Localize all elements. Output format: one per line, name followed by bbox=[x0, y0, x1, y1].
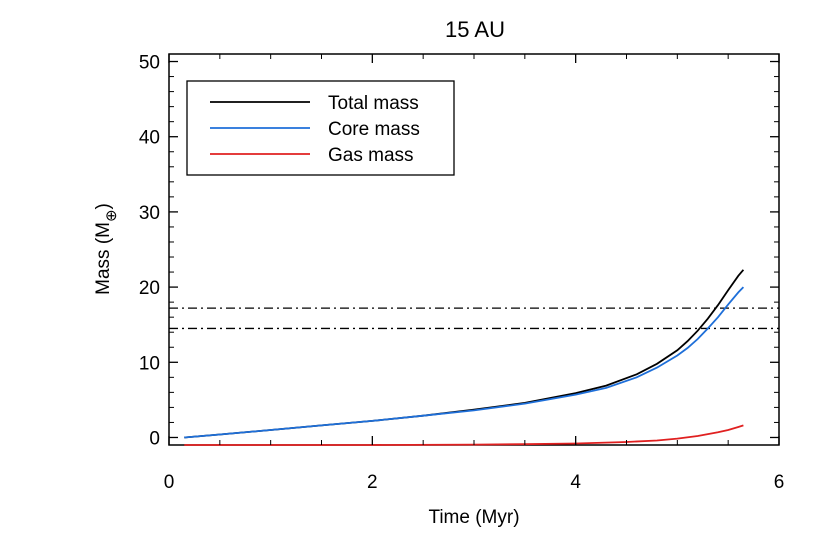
reference-lines bbox=[169, 307, 779, 330]
series-lines bbox=[184, 269, 745, 446]
series-line-core-mass bbox=[184, 286, 745, 439]
legend: Total mass Core mass Gas mass bbox=[186, 80, 455, 176]
y-tick-label: 50 bbox=[139, 53, 160, 74]
x-tick-label: 2 bbox=[367, 472, 378, 493]
x-tick-label: 6 bbox=[774, 472, 785, 493]
y-axis-label-close: ) bbox=[93, 203, 114, 209]
y-tick-label: 30 bbox=[139, 203, 160, 224]
y-axis-label-subscript: ⊕ bbox=[103, 209, 120, 222]
y-axis-label-main: Mass (M bbox=[93, 222, 114, 295]
svg-text:Mass (M⊕): Mass (M⊕) bbox=[93, 203, 120, 295]
ticks bbox=[168, 54, 780, 445]
y-tick-label: 0 bbox=[149, 428, 160, 449]
y-tick-label: 20 bbox=[139, 278, 160, 299]
legend-label: Total mass bbox=[328, 93, 419, 114]
tick-labels: 0 2 4 6 0 10 20 30 40 50 bbox=[139, 53, 784, 493]
y-axis-label: Mass (M⊕) bbox=[93, 203, 120, 295]
legend-label: Gas mass bbox=[328, 145, 414, 166]
x-tick-label: 4 bbox=[570, 472, 581, 493]
y-tick-label: 10 bbox=[139, 353, 160, 374]
x-tick-label: 0 bbox=[164, 472, 175, 493]
chart-title: 15 AU bbox=[445, 17, 505, 42]
x-axis-label: Time (Myr) bbox=[428, 507, 519, 528]
y-tick-label: 40 bbox=[139, 128, 160, 149]
legend-label: Core mass bbox=[328, 119, 420, 140]
series-line-gas-mass bbox=[184, 424, 744, 446]
